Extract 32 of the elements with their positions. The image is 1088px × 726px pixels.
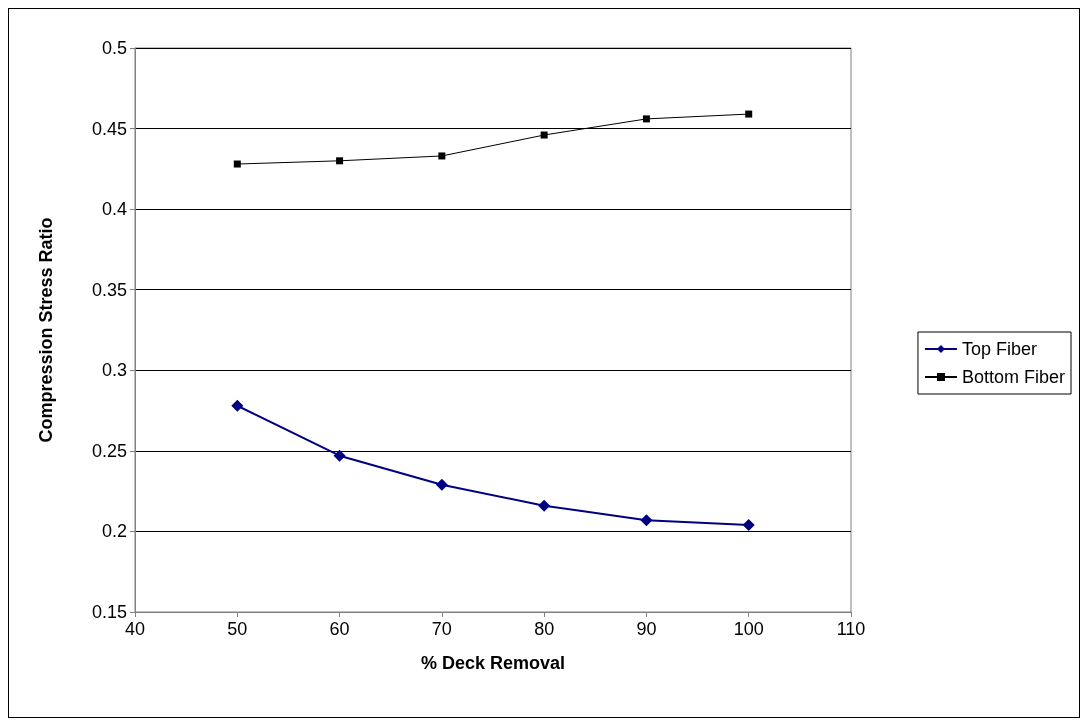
point [642,115,650,123]
point [540,131,548,139]
point [438,152,446,160]
y-tick-label: 0.15 [91,602,127,622]
y-tick-label: 0.25 [91,440,127,461]
point [231,399,244,412]
x-tick-label: 110 [836,619,866,639]
y-tick-label: 0.4 [101,199,127,220]
y-axis-title: Compression Stress Ratio [36,217,56,443]
x-tick-label: 80 [534,619,555,639]
point [640,514,653,527]
point [336,157,344,165]
y-tick-label: 0.45 [91,118,127,139]
y-tick-label: 0.3 [101,360,127,381]
x-tick-label: 50 [227,619,248,639]
x-tick-label: 40 [124,619,146,639]
point [333,449,346,462]
x-tick-label: 70 [431,619,452,639]
x-tick-label: 60 [329,619,350,639]
point [742,518,755,531]
point [538,499,551,512]
point [233,160,241,168]
point [435,478,448,491]
point [745,110,753,118]
legend-label: Bottom Fiber [961,367,1066,387]
y-tick-label: 0.2 [101,521,127,542]
y-tick-label: 0.35 [91,279,127,300]
x-axis-title: % Deck Removal [420,653,566,673]
x-tick-label: 90 [636,619,657,639]
x-tick-label: 100 [733,619,764,639]
y-tick-label: 0.5 [101,38,127,58]
legend-label: Top Fiber [961,339,1038,359]
